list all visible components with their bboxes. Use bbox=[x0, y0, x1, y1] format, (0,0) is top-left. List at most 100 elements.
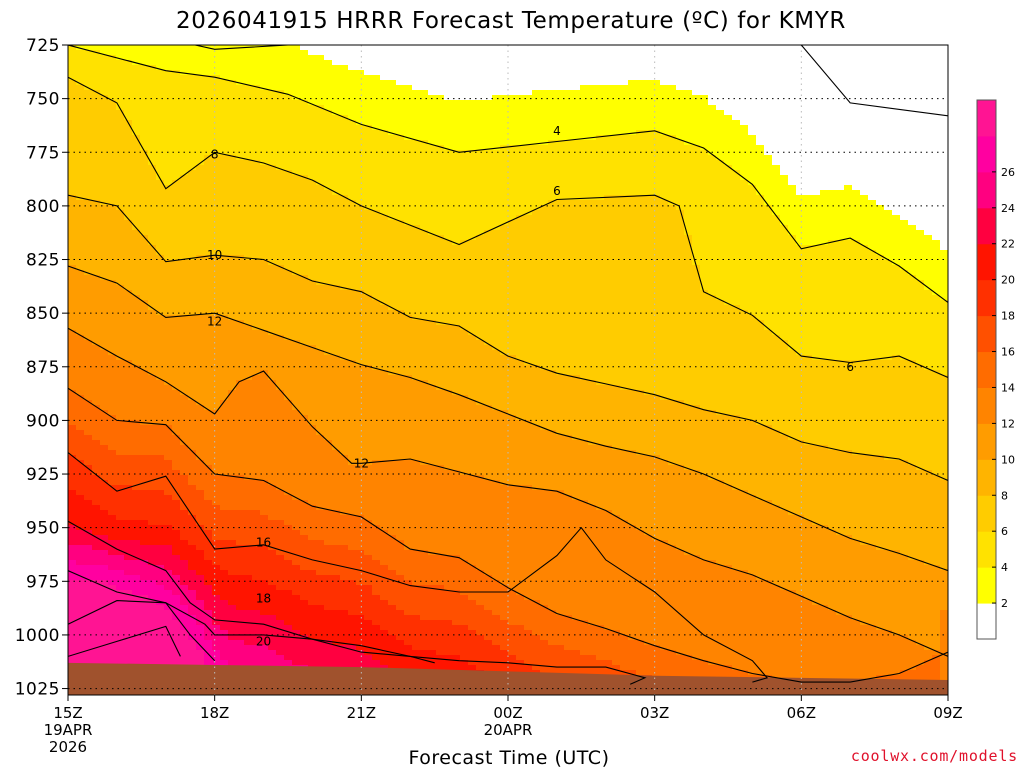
field-cell bbox=[148, 205, 157, 211]
field-cell bbox=[252, 585, 261, 591]
field-cell bbox=[92, 200, 101, 206]
field-cell bbox=[196, 365, 205, 371]
field-cell bbox=[164, 195, 173, 201]
field-cell bbox=[364, 245, 373, 251]
field-cell bbox=[268, 315, 277, 321]
field-cell bbox=[292, 375, 301, 381]
field-cell bbox=[364, 280, 373, 286]
field-cell bbox=[252, 155, 261, 161]
field-cell bbox=[164, 630, 173, 636]
field-cell bbox=[220, 275, 229, 281]
field-cell bbox=[92, 620, 101, 626]
field-cell bbox=[276, 300, 285, 306]
field-cell bbox=[228, 445, 237, 451]
field-cell bbox=[260, 495, 269, 501]
field-cell bbox=[236, 525, 245, 531]
field-cell bbox=[84, 390, 93, 396]
field-cell bbox=[244, 250, 253, 256]
field-cell bbox=[148, 530, 157, 536]
field-cell bbox=[340, 265, 349, 271]
field-cell bbox=[244, 450, 253, 456]
field-cell bbox=[252, 245, 261, 251]
field-cell bbox=[332, 330, 341, 336]
field-cell bbox=[340, 340, 349, 346]
field-cell bbox=[188, 580, 197, 586]
field-cell bbox=[148, 630, 157, 636]
field-cell bbox=[76, 395, 85, 401]
field-cell bbox=[356, 655, 365, 661]
field-cell bbox=[140, 430, 149, 436]
field-cell bbox=[172, 435, 181, 441]
field-cell bbox=[116, 640, 125, 646]
field-cell bbox=[156, 495, 165, 501]
field-cell bbox=[164, 50, 173, 56]
field-cell bbox=[316, 615, 325, 621]
field-cell bbox=[244, 180, 253, 186]
field-cell bbox=[348, 465, 357, 471]
field-cell bbox=[252, 140, 261, 146]
field-cell bbox=[356, 505, 365, 511]
field-cell bbox=[260, 75, 269, 81]
field-cell bbox=[92, 320, 101, 326]
field-cell bbox=[228, 235, 237, 241]
field-cell bbox=[132, 300, 141, 306]
field-cell bbox=[164, 535, 173, 541]
field-cell bbox=[252, 110, 261, 116]
field-cell bbox=[364, 410, 373, 416]
field-cell bbox=[172, 310, 181, 316]
field-cell bbox=[284, 335, 293, 341]
field-cell bbox=[372, 70, 381, 76]
field-cell bbox=[356, 190, 365, 196]
field-cell bbox=[284, 75, 293, 81]
field-cell bbox=[92, 505, 101, 511]
field-cell bbox=[268, 250, 277, 256]
field-cell bbox=[324, 515, 333, 521]
field-cell bbox=[156, 95, 165, 101]
field-cell bbox=[140, 320, 149, 326]
field-cell bbox=[228, 65, 237, 71]
field-cell bbox=[340, 515, 349, 521]
field-cell bbox=[188, 410, 197, 416]
field-cell bbox=[148, 145, 157, 151]
field-cell bbox=[252, 225, 261, 231]
field-cell bbox=[364, 170, 373, 176]
field-cell bbox=[92, 360, 101, 366]
field-cell bbox=[348, 375, 357, 381]
field-cell bbox=[292, 440, 301, 446]
field-cell bbox=[180, 235, 189, 241]
field-cell bbox=[324, 255, 333, 261]
field-cell bbox=[180, 60, 189, 66]
field-cell bbox=[268, 475, 277, 481]
field-cell bbox=[100, 605, 109, 611]
field-cell bbox=[204, 305, 213, 311]
field-cell bbox=[300, 560, 309, 566]
field-cell bbox=[300, 655, 309, 661]
field-cell bbox=[372, 230, 381, 236]
field-cell bbox=[180, 450, 189, 456]
field-cell bbox=[284, 590, 293, 596]
field-cell bbox=[220, 295, 229, 301]
field-cell bbox=[124, 200, 133, 206]
field-cell bbox=[292, 600, 301, 606]
field-cell bbox=[84, 480, 93, 486]
field-cell bbox=[348, 215, 357, 221]
field-cell bbox=[140, 475, 149, 481]
field-cell bbox=[100, 305, 109, 311]
field-cell bbox=[356, 115, 365, 121]
field-cell bbox=[76, 620, 85, 626]
field-cell bbox=[364, 380, 373, 386]
field-cell bbox=[236, 100, 245, 106]
field-cell bbox=[132, 590, 141, 596]
field-cell bbox=[68, 95, 77, 101]
field-cell bbox=[356, 605, 365, 611]
field-cell bbox=[332, 270, 341, 276]
field-cell bbox=[212, 130, 221, 136]
field-cell bbox=[348, 290, 357, 296]
field-cell bbox=[164, 205, 173, 211]
field-cell bbox=[116, 630, 125, 636]
field-cell bbox=[292, 450, 301, 456]
field-cell bbox=[316, 85, 325, 91]
field-cell bbox=[220, 380, 229, 386]
field-cell bbox=[228, 540, 237, 546]
field-cell bbox=[68, 330, 77, 336]
